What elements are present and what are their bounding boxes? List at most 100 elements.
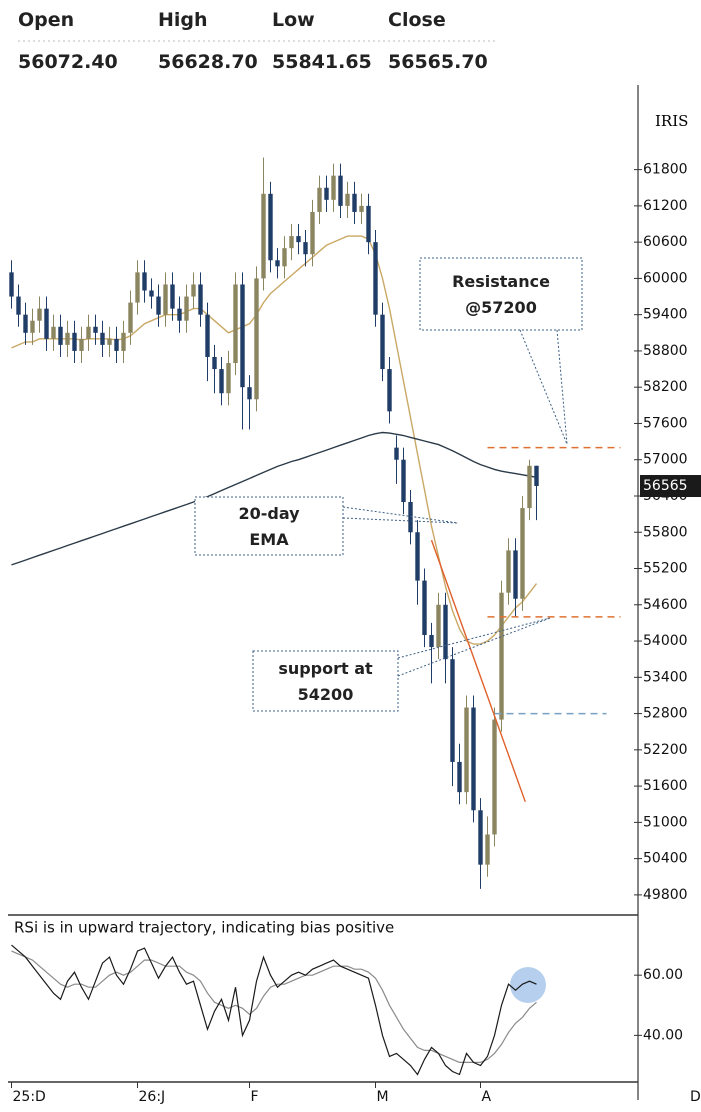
annotation-text: EMA — [249, 530, 289, 549]
candle-body — [261, 193, 266, 279]
candle-body — [240, 284, 245, 388]
candle-body — [254, 278, 259, 400]
candle-body — [303, 242, 308, 255]
candle-body — [93, 326, 98, 333]
rsi-line — [11, 950, 537, 1063]
annotation-connector — [519, 329, 568, 445]
last-price-box — [640, 475, 701, 498]
annotation-connector — [397, 617, 551, 677]
y-tick-label: 40.00 — [643, 1027, 683, 1043]
candle-body — [16, 296, 21, 315]
annotation-text: 54200 — [298, 685, 354, 704]
candle-body — [79, 338, 84, 351]
candle-body — [226, 363, 231, 394]
candle-body — [51, 326, 56, 339]
y-tick-label: 54600 — [643, 597, 688, 613]
annotation-text: 20-day — [238, 504, 300, 523]
annotation-box — [194, 496, 344, 556]
candle-body — [485, 834, 490, 865]
y-tick-label: 51600 — [643, 778, 688, 794]
candle-body — [527, 465, 532, 509]
candle-body — [37, 308, 42, 321]
annotation-box — [419, 257, 583, 331]
candle-body — [513, 550, 518, 599]
y-tick-label: 60600 — [643, 234, 688, 250]
candle-body — [107, 338, 112, 345]
candle-body — [492, 719, 497, 835]
candle-body — [387, 369, 392, 412]
y-tick-label: 60.00 — [643, 967, 683, 983]
candle-body — [331, 175, 336, 200]
candle-body — [205, 314, 210, 357]
candle-body — [30, 320, 35, 333]
annotation-connector — [342, 517, 459, 524]
candle-body — [317, 187, 322, 212]
candle-body — [23, 314, 28, 333]
y-tick-label: 50400 — [643, 851, 688, 867]
candle-body — [163, 284, 168, 315]
candle-body — [114, 338, 119, 351]
candle-body — [408, 502, 413, 533]
candle-body — [121, 332, 126, 351]
header-col: Open — [18, 9, 74, 31]
candle-body — [394, 447, 399, 460]
candle-body — [450, 659, 455, 762]
moving-average — [11, 235, 538, 645]
symbol: IRIS — [655, 112, 688, 130]
candle-body — [373, 242, 378, 315]
candle-body — [464, 707, 469, 793]
candle-body — [520, 508, 525, 599]
y-tick-label: 55200 — [643, 561, 688, 577]
candle-body — [534, 465, 539, 487]
candle-body — [415, 532, 420, 581]
x-tick-label: 25:D — [13, 1089, 46, 1105]
candle-body — [65, 332, 70, 345]
x-tick-label: 26:J — [139, 1089, 166, 1105]
candle-body — [422, 580, 427, 635]
last-price-label: 56565 — [643, 478, 688, 494]
annotation-text: support at — [278, 659, 373, 678]
candle-body — [380, 314, 385, 370]
y-tick-label: 52200 — [643, 742, 688, 758]
candle-body — [471, 707, 476, 811]
y-tick-label: 49800 — [643, 887, 688, 903]
candle-body — [156, 296, 161, 315]
rsi-title: RSi is in upward trajectory, indicating … — [14, 919, 394, 937]
y-tick-label: 53400 — [643, 669, 688, 685]
annotation-box — [252, 650, 399, 712]
y-tick-label: 57600 — [643, 415, 688, 431]
candle-body — [338, 175, 343, 206]
candle-body — [184, 296, 189, 321]
candle-body — [499, 592, 504, 720]
candle-body — [135, 272, 140, 303]
candle-body — [282, 248, 287, 267]
y-tick-label: 59400 — [643, 307, 688, 323]
annotation-text: @57200 — [465, 298, 537, 317]
candle-body — [9, 272, 14, 297]
header-value: 56072.40 — [18, 51, 118, 73]
candle-body — [275, 260, 280, 267]
annotation-connector — [342, 506, 459, 524]
candle-body — [366, 205, 371, 243]
header-value: 56628.70 — [158, 51, 258, 73]
y-tick-label: 61800 — [643, 162, 688, 178]
candle-body — [310, 211, 315, 255]
highlight — [510, 967, 546, 1003]
candle-body — [478, 810, 483, 865]
annotation-connector — [397, 617, 551, 659]
y-tick-label: 58800 — [643, 343, 688, 359]
candle-body — [198, 284, 203, 315]
candle-body — [58, 326, 63, 345]
candle-body — [177, 308, 182, 321]
header-value: 56565.70 — [388, 51, 488, 73]
y-tick-label: 54000 — [643, 633, 688, 649]
candle-body — [247, 387, 252, 400]
candle-body — [352, 193, 357, 212]
candle-body — [436, 604, 441, 648]
candle-body — [149, 290, 154, 297]
candle-body — [44, 308, 49, 339]
header-col: High — [158, 9, 208, 31]
y-tick-label: 60000 — [643, 270, 688, 286]
candle-body — [268, 193, 273, 261]
